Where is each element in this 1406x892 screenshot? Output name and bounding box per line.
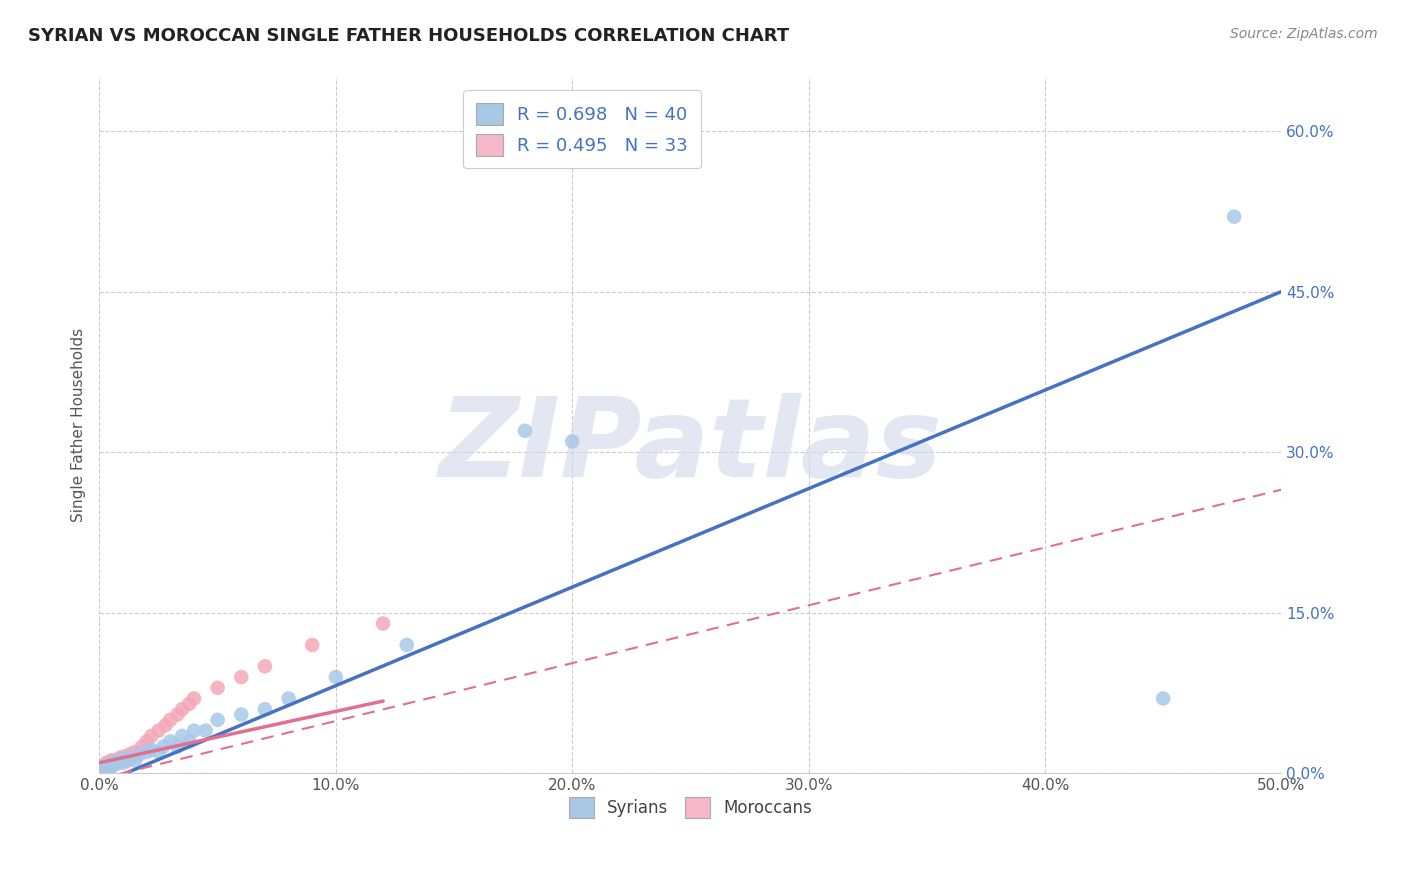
Point (93, 761, 115, 775)
Point (128, 747, 150, 761)
Point (97, 757, 120, 772)
Point (166, 707, 188, 722)
Y-axis label: Single Father Households: Single Father Households (72, 328, 86, 523)
Point (183, 723, 205, 738)
Point (103, 756, 125, 770)
Point (253, 702, 276, 716)
Point (100, 760, 122, 774)
Point (93, 760, 115, 774)
Point (159, 734, 181, 748)
Point (148, 723, 170, 738)
Point (179, 697, 201, 711)
Point (135, 745, 157, 759)
Point (166, 739, 188, 754)
Point (395, 638, 418, 652)
Point (371, 616, 394, 631)
Point (124, 754, 146, 768)
Text: SYRIAN VS MOROCCAN SINGLE FATHER HOUSEHOLDS CORRELATION CHART: SYRIAN VS MOROCCAN SINGLE FATHER HOUSEHO… (28, 27, 789, 45)
Point (96, 760, 118, 774)
Point (114, 749, 136, 764)
Point (96, 763, 118, 777)
Point (1223, 210, 1246, 224)
Point (117, 754, 139, 768)
Point (148, 745, 170, 759)
Point (183, 691, 205, 706)
Point (131, 739, 153, 754)
Point (103, 756, 125, 771)
Point (90, 764, 112, 779)
Text: ZIPatlas: ZIPatlas (439, 392, 942, 500)
Point (152, 739, 174, 754)
Point (110, 755, 132, 769)
Point (104, 756, 127, 771)
Point (231, 670, 253, 684)
Point (112, 756, 135, 770)
Point (100, 754, 122, 768)
Point (277, 691, 299, 706)
Point (97, 761, 120, 775)
Point (325, 670, 347, 684)
Point (100, 756, 122, 771)
Point (141, 743, 163, 757)
Point (561, 434, 583, 449)
Point (513, 424, 536, 438)
Point (97, 759, 120, 773)
Point (114, 752, 136, 766)
Point (141, 729, 163, 743)
Point (93, 762, 115, 776)
Point (90, 763, 112, 777)
Point (301, 638, 323, 652)
Point (120, 751, 142, 765)
Point (135, 734, 157, 748)
Point (179, 734, 201, 748)
Point (93, 759, 115, 773)
Point (207, 713, 229, 727)
Point (155, 718, 177, 732)
Point (159, 713, 181, 727)
Point (96, 756, 118, 770)
Point (172, 729, 194, 743)
Point (103, 757, 125, 772)
Point (110, 750, 132, 764)
Point (112, 751, 135, 765)
Point (253, 659, 276, 673)
Point (107, 752, 129, 766)
Point (103, 754, 125, 768)
Point (100, 756, 122, 770)
Point (1152, 691, 1174, 706)
Point (172, 702, 194, 716)
Point (194, 723, 217, 738)
Point (96, 757, 118, 772)
Point (104, 755, 127, 769)
Legend: Syrians, Moroccans: Syrians, Moroccans (562, 790, 818, 824)
Text: Source: ZipAtlas.com: Source: ZipAtlas.com (1230, 27, 1378, 41)
Point (207, 681, 229, 695)
Point (117, 750, 139, 764)
Point (120, 747, 142, 761)
Point (124, 745, 146, 759)
Point (107, 754, 129, 768)
Point (231, 707, 253, 722)
